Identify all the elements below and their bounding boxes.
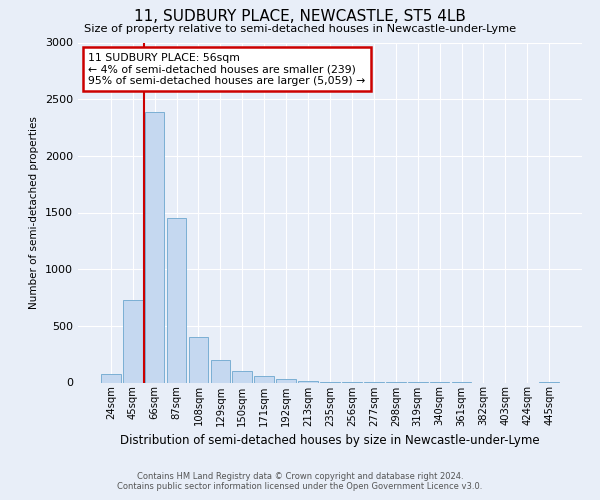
- Bar: [276, 379, 296, 382]
- Text: 11 SUDBURY PLACE: 56sqm
← 4% of semi-detached houses are smaller (239)
95% of se: 11 SUDBURY PLACE: 56sqm ← 4% of semi-det…: [88, 52, 365, 86]
- Bar: [101, 374, 121, 382]
- Text: 11, SUDBURY PLACE, NEWCASTLE, ST5 4LB: 11, SUDBURY PLACE, NEWCASTLE, ST5 4LB: [134, 9, 466, 24]
- Bar: [167, 218, 187, 382]
- Bar: [145, 112, 164, 382]
- Text: Size of property relative to semi-detached houses in Newcastle-under-Lyme: Size of property relative to semi-detach…: [84, 24, 516, 34]
- Bar: [232, 371, 252, 382]
- Bar: [188, 337, 208, 382]
- Y-axis label: Number of semi-detached properties: Number of semi-detached properties: [29, 116, 40, 309]
- Text: Contains HM Land Registry data © Crown copyright and database right 2024.
Contai: Contains HM Land Registry data © Crown c…: [118, 472, 482, 491]
- Bar: [123, 300, 143, 382]
- X-axis label: Distribution of semi-detached houses by size in Newcastle-under-Lyme: Distribution of semi-detached houses by …: [120, 434, 540, 447]
- Bar: [211, 360, 230, 382]
- Bar: [254, 376, 274, 382]
- Bar: [298, 381, 318, 382]
